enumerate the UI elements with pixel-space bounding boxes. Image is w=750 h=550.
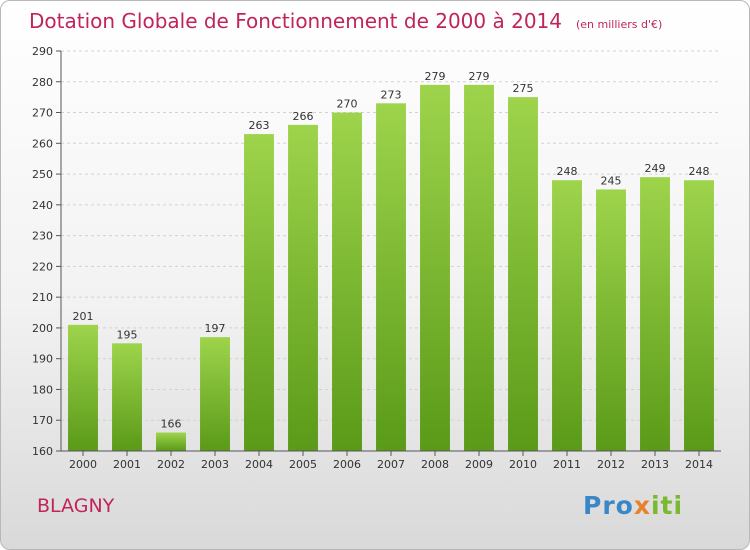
bar-2012[interactable] — [596, 189, 626, 451]
value-label-2012: 245 — [601, 174, 622, 187]
bar-2014[interactable] — [684, 180, 714, 451]
value-label-2007: 273 — [381, 88, 402, 101]
value-label-2002: 166 — [161, 418, 182, 431]
x-tick-label-2003: 2003 — [201, 458, 229, 471]
value-label-2006: 270 — [337, 98, 358, 111]
value-label-2000: 201 — [73, 310, 94, 323]
value-label-2009: 279 — [469, 70, 490, 83]
value-label-2005: 266 — [293, 110, 314, 123]
bar-2000[interactable] — [68, 324, 98, 451]
chart-subtitle: (en milliers d'€) — [576, 18, 663, 31]
value-labels: 201 195 166 197 263 266 270 273 279 279 275 248 245 2… — [73, 70, 710, 431]
bar-2004[interactable] — [244, 134, 274, 452]
chart-title-text: Dotation Globale de Fonctionnement de 20… — [29, 9, 562, 33]
bar-2011[interactable] — [552, 180, 582, 451]
x-tick-label-2010: 2010 — [509, 458, 537, 471]
bar-2010[interactable] — [508, 97, 538, 452]
logo-part-3: iti — [650, 491, 684, 520]
y-tick-label-280: 280 — [32, 76, 53, 89]
x-tick-label-2013: 2013 — [641, 458, 669, 471]
bar-2003[interactable] — [200, 337, 230, 451]
x-tick-label-2009: 2009 — [465, 458, 493, 471]
y-tick-label-190: 190 — [32, 353, 53, 366]
x-tick-label-2002: 2002 — [157, 458, 185, 471]
x-tick-label-2000: 2000 — [69, 458, 97, 471]
bar-2008[interactable] — [420, 84, 450, 451]
bar-2009[interactable] — [464, 84, 494, 451]
y-tick-label-260: 260 — [32, 137, 53, 150]
value-label-2011: 248 — [557, 165, 578, 178]
value-label-2010: 275 — [513, 82, 534, 95]
logo-part-2: x — [633, 491, 651, 520]
bar-2002[interactable] — [156, 432, 186, 451]
proxiti-logo[interactable]: Proxiti — [583, 491, 683, 520]
y-tick-label-210: 210 — [32, 291, 53, 304]
bar-2013[interactable] — [640, 177, 670, 451]
x-tick-label-2004: 2004 — [245, 458, 273, 471]
value-label-2003: 197 — [205, 322, 226, 335]
city-name: BLAGNY — [37, 495, 115, 517]
x-tick-label-2001: 2001 — [113, 458, 141, 471]
bar-2001[interactable] — [112, 343, 142, 451]
x-tick-label-2007: 2007 — [377, 458, 405, 471]
value-label-2004: 263 — [249, 119, 270, 132]
bar-2005[interactable] — [288, 124, 318, 451]
bar-2007[interactable] — [376, 103, 406, 452]
x-tick-label-2005: 2005 — [289, 458, 317, 471]
logo-part-1: Pro — [583, 491, 634, 520]
x-tick-label-2008: 2008 — [421, 458, 449, 471]
x-tick-label-2012: 2012 — [597, 458, 625, 471]
value-label-2013: 249 — [645, 162, 666, 175]
y-tick-label-170: 170 — [32, 414, 53, 427]
y-tick-label-290: 290 — [32, 45, 53, 58]
value-label-2001: 195 — [117, 328, 138, 341]
x-tick-label-2006: 2006 — [333, 458, 361, 471]
bar-2006[interactable] — [332, 112, 362, 452]
y-tick-label-270: 270 — [32, 107, 53, 120]
y-tick-label-180: 180 — [32, 383, 53, 396]
chart-title: Dotation Globale de Fonctionnement de 20… — [29, 9, 662, 33]
y-tick-label-160: 160 — [32, 445, 53, 458]
y-tick-label-220: 220 — [32, 260, 53, 273]
y-tick-label-250: 250 — [32, 168, 53, 181]
axes: 160 170 180 190 200 210 220 230 240 250 260 270 280 2… — [32, 45, 721, 471]
bars — [68, 84, 714, 452]
y-tick-label-200: 200 — [32, 322, 53, 335]
value-label-2008: 279 — [425, 70, 446, 83]
x-tick-label-2014: 2014 — [685, 458, 713, 471]
y-tick-label-240: 240 — [32, 199, 53, 212]
x-tick-label-2011: 2011 — [553, 458, 581, 471]
value-label-2014: 248 — [689, 165, 710, 178]
y-tick-label-230: 230 — [32, 230, 53, 243]
